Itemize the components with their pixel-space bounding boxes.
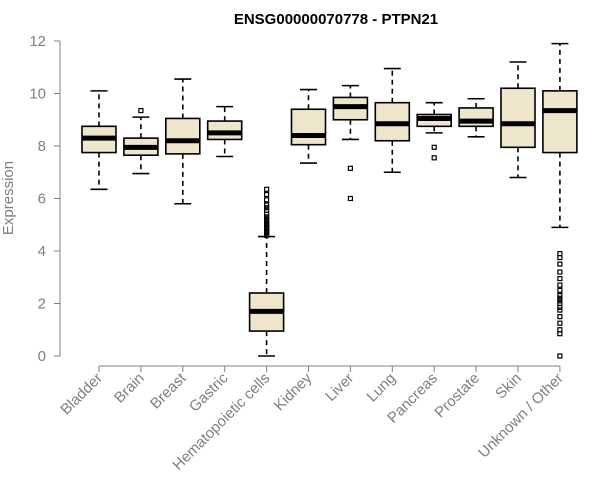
outlier-6-0	[347, 165, 353, 171]
box-group-5	[290, 88, 327, 164]
outlier-11-13	[557, 314, 563, 320]
outlier-11-14	[557, 320, 563, 326]
outlier-4-17	[264, 202, 270, 208]
outlier-11-1	[557, 254, 563, 261]
x-tick-label-6: Liver	[322, 370, 357, 405]
box-11	[542, 90, 578, 154]
y-axis-label: Expression	[0, 161, 17, 235]
outlier-4-18	[264, 197, 270, 203]
box-10	[500, 87, 536, 149]
outlier-11-16	[557, 331, 563, 337]
box-group-9	[458, 97, 494, 138]
box-group-3	[206, 105, 243, 158]
outlier-11-6	[557, 287, 563, 293]
x-tick-label-2: Breast	[147, 369, 190, 412]
outlier-4-15	[264, 207, 270, 213]
outlier-1-0	[138, 107, 144, 114]
x-tick-label-7: Lung	[364, 370, 400, 406]
y-tick-label-6: 12	[29, 33, 46, 50]
outlier-8-1	[431, 155, 437, 161]
y-tick-label-3: 6	[38, 191, 46, 208]
y-tick-label-1: 2	[38, 296, 46, 313]
outlier-11-5	[557, 282, 563, 288]
outlier-11-4	[557, 275, 563, 282]
box-group-0	[81, 90, 117, 191]
x-tick-label-9: Prostate	[431, 370, 483, 422]
y-tick-label-0: 0	[38, 348, 46, 365]
box-5	[290, 108, 327, 146]
box-group-6	[332, 84, 369, 202]
x-tick-label-10: Skin	[492, 370, 525, 403]
chart-title: ENSG00000070778 - PTPN21	[234, 11, 438, 28]
y-tick-label-4: 8	[38, 138, 46, 155]
outlier-11-2	[557, 261, 563, 267]
box-2	[165, 117, 201, 155]
outlier-4-13	[264, 214, 270, 220]
x-tick-label-1: Brain	[111, 370, 148, 407]
outlier-11-8	[557, 295, 563, 301]
x-tick-label-0: Bladder	[57, 370, 106, 419]
box-group-1	[123, 107, 159, 175]
box-group-8	[416, 101, 453, 161]
outlier-11-3	[557, 269, 563, 275]
box-group-11	[542, 42, 578, 359]
box-group-7	[374, 67, 411, 174]
x-tick-label-5: Kidney	[271, 369, 316, 414]
box-group-10	[500, 61, 536, 179]
plot-area	[81, 42, 578, 359]
outlier-4-16	[264, 205, 270, 211]
outlier-6-1	[347, 195, 353, 202]
outlier-11-12	[557, 307, 563, 313]
outlier-4-12	[264, 216, 270, 223]
outlier-11-11	[557, 304, 563, 311]
y-tick-label-2: 4	[38, 243, 46, 260]
box-group-2	[165, 78, 201, 205]
outlier-8-0	[431, 144, 437, 150]
outlier-4-19	[264, 191, 270, 198]
outlier-11-7	[557, 293, 563, 299]
box-group-4	[248, 186, 285, 357]
outlier-4-20	[264, 186, 270, 192]
y-tick-label-5: 10	[29, 86, 46, 103]
outlier-11-9	[557, 298, 563, 304]
outlier-11-17	[557, 353, 563, 359]
box-3	[206, 120, 243, 141]
